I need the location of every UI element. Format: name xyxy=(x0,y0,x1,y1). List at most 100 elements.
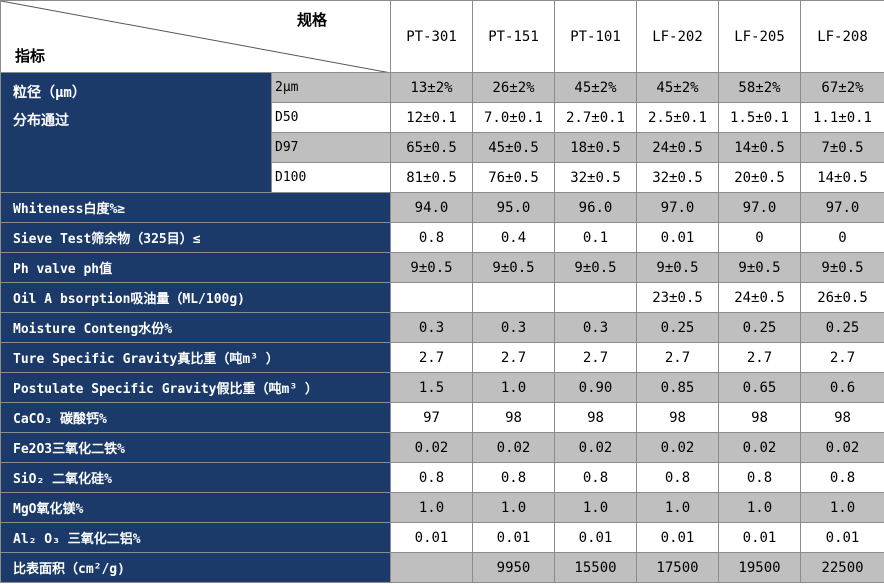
value-cell: 0.01 xyxy=(636,222,719,253)
row-label: CaCO₃ 碳酸钙% xyxy=(0,402,391,433)
value-cell: 0.25 xyxy=(636,312,719,343)
value-cell: 2.7 xyxy=(800,342,884,373)
table-row: SiO₂ 二氧化硅% 0.8 0.8 0.8 0.8 0.8 0.8 xyxy=(0,462,884,493)
value-cell: 1.0 xyxy=(472,492,555,523)
value-cell: 0.01 xyxy=(472,522,555,553)
value-cell: 9±0.5 xyxy=(472,252,555,283)
value-cell: 81±0.5 xyxy=(390,162,473,193)
particle-size-group-label: 粒径（μm） 分布通过 xyxy=(0,72,272,193)
value-cell: 0.02 xyxy=(718,432,801,463)
value-cell: 0.8 xyxy=(636,462,719,493)
value-cell: 98 xyxy=(800,402,884,433)
value-cell: 0.8 xyxy=(390,462,473,493)
column-header: PT-151 xyxy=(472,0,555,73)
value-cell: 0.01 xyxy=(636,522,719,553)
value-cell: 0.01 xyxy=(718,522,801,553)
value-cell xyxy=(472,282,555,313)
value-cell: 0.01 xyxy=(390,522,473,553)
row-label: Ture Specific Gravity真比重（吨m³ ） xyxy=(0,342,391,373)
value-cell: 24±0.5 xyxy=(718,282,801,313)
value-cell: 2.7 xyxy=(636,342,719,373)
header-row: 规格 指标 PT-301 PT-151 PT-101 LF-202 LF-205… xyxy=(0,0,884,73)
value-cell: 0.8 xyxy=(472,462,555,493)
value-cell: 1.1±0.1 xyxy=(800,102,884,133)
value-cell: 9±0.5 xyxy=(718,252,801,283)
value-cell: 2.5±0.1 xyxy=(636,102,719,133)
value-cell: 0.01 xyxy=(800,522,884,553)
value-cell: 1.0 xyxy=(718,492,801,523)
corner-header-cell: 规格 指标 xyxy=(0,0,391,73)
row-label: Sieve Test筛余物（325目）≤ xyxy=(0,222,391,253)
value-cell: 0.02 xyxy=(636,432,719,463)
column-header: LF-202 xyxy=(636,0,719,73)
value-cell: 1.0 xyxy=(800,492,884,523)
value-cell: 20±0.5 xyxy=(718,162,801,193)
value-cell: 9±0.5 xyxy=(554,252,637,283)
value-cell: 17500 xyxy=(636,552,719,583)
value-cell: 97.0 xyxy=(718,192,801,223)
value-cell: 67±2% xyxy=(800,72,884,103)
table-row: Ture Specific Gravity真比重（吨m³ ） 2.7 2.7 2.7 2… xyxy=(0,342,884,373)
table-row: D97 65±0.5 45±0.5 18±0.5 24±0.5 14±0.5 7±0.5 xyxy=(1,132,884,163)
value-cell: 0.1 xyxy=(554,222,637,253)
value-cell: 98 xyxy=(636,402,719,433)
value-cell: 97.0 xyxy=(800,192,884,223)
value-cell xyxy=(390,282,473,313)
value-cell: 32±0.5 xyxy=(636,162,719,193)
value-cell: 0.02 xyxy=(390,432,473,463)
row-label: Fe2O3三氧化二铁% xyxy=(0,432,391,463)
value-cell: 0.65 xyxy=(718,372,801,403)
row-label: Oil A bsorption吸油量（ML/100g) xyxy=(0,282,391,313)
row-label: Moisture Conteng水份% xyxy=(0,312,391,343)
value-cell: 65±0.5 xyxy=(390,132,473,163)
column-header: LF-208 xyxy=(800,0,884,73)
value-cell xyxy=(554,282,637,313)
value-cell: 95.0 xyxy=(472,192,555,223)
value-cell: 1.0 xyxy=(636,492,719,523)
value-cell: 9±0.5 xyxy=(800,252,884,283)
table-row: Al₂ O₃ 三氧化二铝% 0.01 0.01 0.01 0.01 0.01 0.01 xyxy=(0,522,884,553)
value-cell: 96.0 xyxy=(554,192,637,223)
value-cell: 1.0 xyxy=(554,492,637,523)
value-cell: 13±2% xyxy=(390,72,473,103)
value-cell: 14±0.5 xyxy=(800,162,884,193)
row-label: Postulate Specific Gravity假比重（吨m³ ） xyxy=(0,372,391,403)
value-cell: 1.5 xyxy=(390,372,473,403)
value-cell: 97.0 xyxy=(636,192,719,223)
value-cell: 2.7 xyxy=(472,342,555,373)
value-cell: 18±0.5 xyxy=(554,132,637,163)
particle-size-sub-label: D100 xyxy=(271,162,391,193)
value-cell: 0.25 xyxy=(800,312,884,343)
value-cell: 45±2% xyxy=(636,72,719,103)
row-label: 比表面积（cm²/g) xyxy=(0,552,391,583)
value-cell: 0.3 xyxy=(390,312,473,343)
value-cell: 9±0.5 xyxy=(636,252,719,283)
value-cell: 2.7 xyxy=(390,342,473,373)
table-row: Whiteness白度%≥ 94.0 95.0 96.0 97.0 97.0 97.0 xyxy=(0,192,884,223)
particle-size-sub-label: D50 xyxy=(271,102,391,133)
value-cell: 9950 xyxy=(472,552,555,583)
table-row: 比表面积（cm²/g) 9950 15500 17500 19500 22500 xyxy=(0,552,884,583)
value-cell: 0.25 xyxy=(718,312,801,343)
table-row: 粒径（μm） 分布通过 2μm 13±2% 26±2% 45±2% 45±2% 58±2% 67… xyxy=(0,72,884,193)
value-cell: 26±0.5 xyxy=(800,282,884,313)
table-row: Oil A bsorption吸油量（ML/100g) 23±0.5 24±0.5 2… xyxy=(0,282,884,313)
value-cell: 45±0.5 xyxy=(472,132,555,163)
value-cell: 0.01 xyxy=(554,522,637,553)
value-cell: 97 xyxy=(390,402,473,433)
value-cell: 2.7 xyxy=(554,342,637,373)
column-header: LF-205 xyxy=(718,0,801,73)
value-cell: 0.8 xyxy=(800,462,884,493)
spec-label: 规格 xyxy=(297,11,328,29)
value-cell: 0.8 xyxy=(390,222,473,253)
value-cell: 76±0.5 xyxy=(472,162,555,193)
value-cell: 23±0.5 xyxy=(636,282,719,313)
value-cell: 1.0 xyxy=(472,372,555,403)
diagonal-line xyxy=(1,1,386,72)
table-row: D100 81±0.5 76±0.5 32±0.5 32±0.5 20±0.5 14±0.5 xyxy=(1,162,884,193)
value-cell: 0.85 xyxy=(636,372,719,403)
table-row: Fe2O3三氧化二铁% 0.02 0.02 0.02 0.02 0.02 0.02 xyxy=(0,432,884,463)
value-cell: 2.7±0.1 xyxy=(554,102,637,133)
row-label: Whiteness白度%≥ xyxy=(0,192,391,223)
